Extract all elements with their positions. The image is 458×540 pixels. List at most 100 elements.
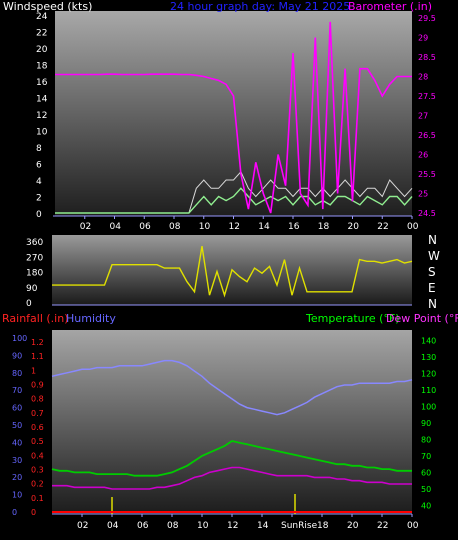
panel-temp-background: [52, 330, 412, 514]
temp-x-tick-label-11: 00: [407, 521, 419, 531]
temp-x-tick-label-9: 20: [347, 521, 359, 531]
compass-label-2: S: [428, 265, 436, 279]
sun-label: SunRise: [281, 521, 318, 531]
wind-x-tick-label-7: 16: [288, 222, 300, 232]
rain-tick-label-2: 0.2: [31, 480, 44, 489]
barometer-tick-label-8: 28.5: [418, 53, 436, 62]
humidity-series-line: [51, 359, 413, 416]
windspeed-tick-label-11: 22: [36, 29, 47, 39]
humidity-axis-title: Humidity: [66, 312, 116, 325]
panel-wind-background: [55, 11, 412, 216]
windspeed-tick-label-5: 10: [36, 128, 48, 138]
humidity-tick-label-6: 60: [12, 404, 22, 413]
rain-tick-label-12: 1.2: [31, 338, 44, 347]
windspeed-tick-label-8: 16: [36, 78, 48, 88]
barometer-tick-label-1: 25: [418, 190, 428, 199]
temp-x-tick-label-3: 08: [167, 521, 179, 531]
rain-tick-label-8: 0.8: [31, 395, 44, 404]
rain-tick-label-5: 0.5: [31, 437, 44, 446]
temp-x-tick-label-8: 18: [317, 521, 329, 531]
windspeed-tick-label-1: 2: [36, 194, 42, 204]
windspeed-tick-label-12: 24: [36, 12, 48, 22]
windspeed-tick-label-10: 20: [36, 45, 48, 55]
dewpoint-axis-title: Dew Point (°F): [386, 312, 458, 325]
temp-tick-label-8: 120: [421, 369, 436, 378]
rain-tick-label-6: 0.6: [31, 423, 44, 432]
windspeed-tick-label-0: 0: [36, 210, 42, 220]
direction-tick-label-0: 0: [26, 299, 32, 309]
temp-x-tick-label-1: 04: [107, 521, 119, 531]
wind-x-tick-label-2: 06: [139, 222, 151, 232]
temp-tick-label-9: 130: [421, 353, 436, 362]
temp-tick-label-10: 140: [421, 336, 436, 345]
barometer-tick-label-5: 27: [418, 112, 428, 121]
rain-tick-label-4: 0.4: [31, 451, 44, 460]
temp-x-tick-label-6: 14: [257, 521, 269, 531]
temp-tick-label-4: 80: [421, 435, 431, 444]
windspeed-tick-label-9: 18: [36, 62, 48, 72]
rain-tick-label-0: 0: [31, 508, 36, 517]
compass-label-4: N: [428, 297, 437, 311]
rain-tick-label-1: 0.1: [31, 494, 44, 503]
graph-date-title: 24 hour graph day: May 21 2025: [170, 0, 350, 13]
wind-x-tick-label-9: 20: [348, 222, 360, 232]
barometer-tick-label-9: 29: [418, 34, 428, 43]
humidity-tick-label-10: 100: [12, 334, 27, 343]
barometer-tick-label-3: 26: [418, 151, 428, 160]
wind-x-tick-label-11: 00: [407, 222, 419, 232]
wind-x-tick-label-10: 22: [377, 222, 388, 232]
temp-x-tick-label-5: 12: [227, 521, 238, 531]
rain-tick-label-10: 1: [31, 366, 36, 375]
wind-x-tick-label-0: 02: [80, 222, 91, 232]
chart-marks: 02468101214161820222424.52525.52626.5272…: [12, 12, 440, 531]
humidity-tick-label-5: 50: [12, 421, 22, 430]
barometer-axis-title: Barometer (.in): [348, 0, 432, 13]
temp-x-tick-label-10: 22: [377, 521, 388, 531]
barometer-tick-label-2: 25.5: [418, 170, 436, 179]
temperature-axis-title: Temperature (°F): [305, 312, 400, 325]
direction-series-line: [52, 245, 413, 298]
temp-tick-label-2: 60: [421, 468, 431, 477]
humidity-tick-label-8: 80: [12, 369, 22, 378]
windspeed-tick-label-2: 4: [36, 177, 42, 187]
barometer-tick-label-6: 27.5: [418, 92, 436, 101]
wind-x-tick-label-4: 10: [199, 222, 211, 232]
direction-tick-label-2: 180: [26, 269, 43, 279]
wind-x-tick-label-1: 04: [110, 222, 122, 232]
temp-tick-label-5: 90: [421, 419, 431, 428]
temp-x-tick-label-4: 10: [197, 521, 209, 531]
windspeed-tick-label-3: 6: [36, 161, 42, 171]
humidity-tick-label-4: 40: [12, 438, 22, 447]
compass-label-0: N: [428, 233, 437, 247]
windspeed-tick-label-6: 12: [36, 111, 47, 121]
temp-tick-label-6: 100: [421, 402, 436, 411]
direction-tick-label-1: 90: [26, 284, 38, 294]
direction-tick-label-4: 360: [26, 238, 43, 248]
wind-x-tick-label-8: 18: [318, 222, 330, 232]
dewpoint-series-line: [52, 466, 412, 490]
barometer-tick-label-0: 24.5: [418, 209, 436, 218]
rain-tick-label-3: 0.3: [31, 466, 44, 475]
temp-tick-label-7: 110: [421, 386, 436, 395]
compass-label-3: E: [428, 281, 436, 295]
wind-x-tick-label-6: 14: [258, 222, 270, 232]
rainfall-axis-title: Rainfall (.in): [2, 312, 69, 325]
barometer-series-line: [55, 21, 412, 214]
barometer-tick-label-4: 26.5: [418, 131, 436, 140]
rain-tick-label-7: 0.7: [31, 409, 44, 418]
windspeed-tick-label-7: 14: [36, 95, 48, 105]
temp-x-tick-label-0: 02: [77, 521, 88, 531]
humidity-tick-label-0: 0: [12, 508, 17, 517]
humidity-tick-label-2: 20: [12, 473, 22, 482]
temperature-series-line: [51, 440, 412, 477]
temp-tick-label-1: 50: [421, 485, 431, 494]
rain-tick-label-9: 0.9: [31, 381, 44, 390]
windspeed-tick-label-4: 8: [36, 144, 42, 154]
windspeed-axis-title: Windspeed (kts): [3, 0, 92, 13]
humidity-tick-label-9: 90: [12, 351, 22, 360]
barometer-tick-label-7: 28: [418, 73, 428, 82]
humidity-tick-label-1: 10: [12, 491, 22, 500]
rain-tick-label-11: 1.1: [31, 352, 44, 361]
barometer-tick-label-10: 29.5: [418, 14, 436, 23]
